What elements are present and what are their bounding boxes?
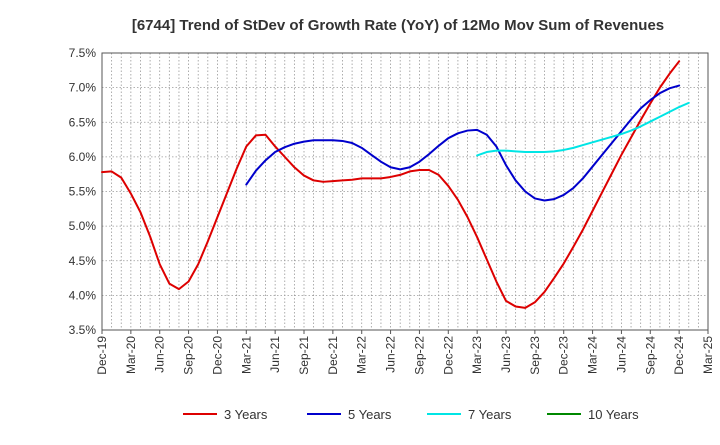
x-tick-label: Dec-19 — [95, 336, 109, 375]
x-tick-label: Mar-21 — [239, 336, 253, 374]
x-tick-label: Jun-22 — [384, 336, 398, 373]
x-tick-label: Sep-24 — [643, 336, 657, 375]
y-tick-label: 4.5% — [69, 254, 97, 268]
x-tick-label: Jun-24 — [614, 336, 628, 373]
chart-title: [6744] Trend of StDev of Growth Rate (Yo… — [132, 17, 664, 34]
y-tick-label: 5.0% — [69, 219, 97, 233]
y-tick-label: 4.0% — [69, 288, 97, 302]
x-tick-label: Mar-20 — [124, 336, 138, 374]
x-tick-label: Jun-21 — [268, 336, 282, 373]
x-tick-label: Sep-22 — [412, 336, 426, 375]
x-tick-label: Jun-23 — [499, 336, 513, 373]
y-tick-label: 7.5% — [69, 46, 97, 60]
x-tick-label: Dec-20 — [210, 336, 224, 375]
series-line-7-years — [476, 101, 690, 157]
x-tick-label: Dec-21 — [326, 336, 340, 375]
plot-area: 3.5% 4.0% 4.5% 5.0% 5.5% 6.0% 6.5% 7.0% 7.5% Dec-… — [69, 46, 715, 375]
x-tick-label: Sep-23 — [528, 336, 542, 375]
legend-label-3-years: 3 Years — [224, 407, 268, 422]
x-tick-label: Mar-25 — [701, 336, 715, 374]
y-tick-label: 6.0% — [69, 150, 97, 164]
legend-label-10-years: 10 Years — [588, 407, 639, 422]
x-tick-label: Sep-20 — [182, 336, 196, 375]
plot-border — [101, 52, 709, 331]
x-tick-label: Dec-23 — [557, 336, 571, 375]
series-line-5-years — [245, 84, 681, 202]
series-line-3-years — [101, 60, 681, 309]
x-tick-label: Sep-21 — [297, 336, 311, 375]
legend-label-7-years: 7 Years — [468, 407, 512, 422]
x-tick-label: Mar-24 — [586, 336, 600, 374]
legend: 3 Years 5 Years 7 Years 10 Years — [183, 407, 639, 422]
y-tick-label: 5.5% — [69, 185, 97, 199]
x-tick-label: Jun-20 — [153, 336, 167, 373]
y-tick-label: 6.5% — [69, 115, 97, 129]
y-tick-label: 3.5% — [69, 323, 97, 337]
x-tick-label: Mar-23 — [470, 336, 484, 374]
y-tick-label: 7.0% — [69, 81, 97, 95]
x-tick-label: Dec-22 — [441, 336, 455, 375]
x-tick-label: Dec-24 — [672, 336, 686, 375]
legend-label-5-years: 5 Years — [348, 407, 392, 422]
x-tick-label: Mar-22 — [355, 336, 369, 374]
